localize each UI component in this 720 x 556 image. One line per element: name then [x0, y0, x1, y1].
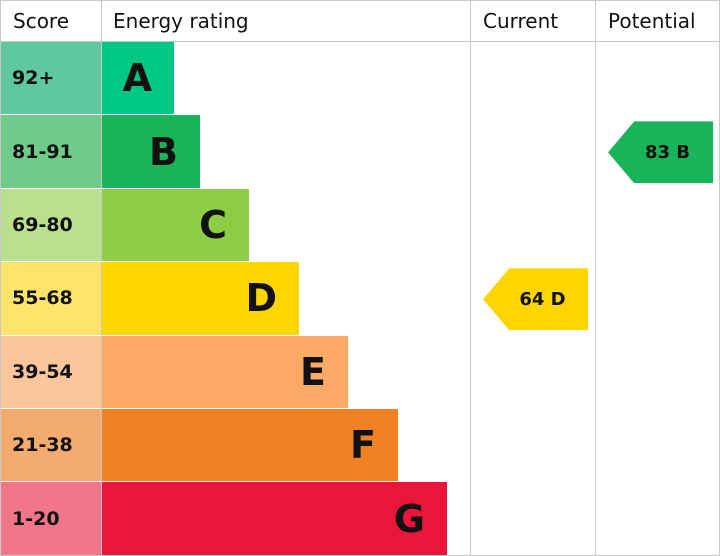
- score-cell: 39-54: [1, 335, 101, 408]
- rating-header: Energy rating: [101, 1, 471, 42]
- potential-rating-arrow: 83 B: [608, 121, 713, 184]
- score-cell: 55-68: [1, 262, 101, 335]
- score-cell: 1-20: [1, 482, 101, 555]
- score-cell: 69-80: [1, 188, 101, 262]
- rating-bar: G: [102, 482, 447, 555]
- rating-bar: E: [102, 335, 348, 408]
- current-header: Current: [471, 1, 596, 42]
- score-cell: 92+: [1, 42, 101, 115]
- score-cell: 21-38: [1, 409, 101, 482]
- rating-bar: C: [102, 188, 249, 262]
- score-header: Score: [1, 1, 101, 42]
- current-rating-arrow: 64 D: [483, 268, 588, 331]
- divider: [101, 1, 102, 555]
- rating-bar: F: [102, 409, 398, 482]
- rating-bar: A: [102, 42, 174, 115]
- rating-bar: D: [102, 262, 299, 335]
- score-cell: 81-91: [1, 115, 101, 188]
- divider: [595, 1, 596, 555]
- divider: [470, 1, 471, 555]
- rating-bar: B: [102, 115, 200, 188]
- potential-header: Potential: [596, 1, 719, 42]
